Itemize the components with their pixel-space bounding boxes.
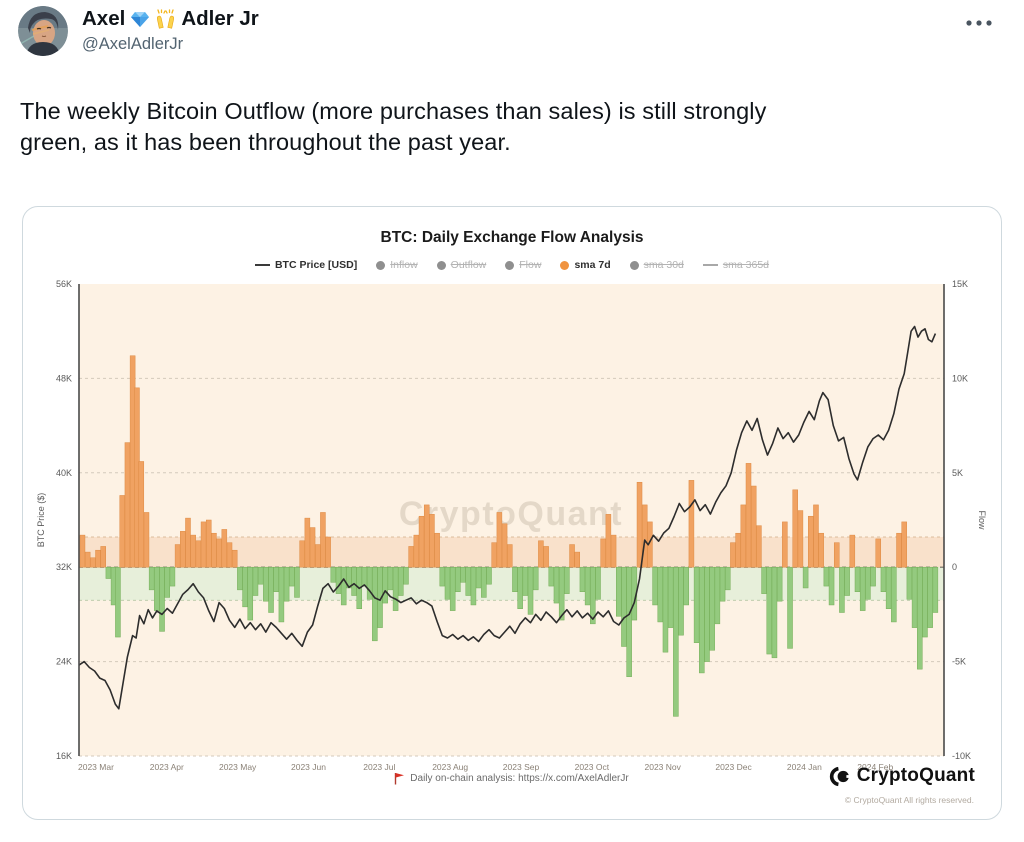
chart-legend: BTC Price [USD] Inflow Outflow Flow sma 7d sm… [23, 259, 1001, 271]
tweet-text-line-2: green, as it has been throughout the pas… [20, 129, 511, 156]
legend-item-sma-365d: sma 365d [702, 259, 770, 271]
tweet-text-line-1: The weekly Bitcoin Outflow (more purchas… [20, 98, 767, 124]
x-axis-tick: 2023 May [219, 762, 257, 772]
ellipsis-icon [966, 20, 992, 26]
legend-dot-marker [560, 260, 570, 270]
chart-title: BTC: Daily Exchange Flow Analysis [380, 229, 644, 246]
chart-media-card[interactable]: CryptoQuant 56K 48K 40K 32K 24K 16K 15K 10K 5K 0 -5… [22, 206, 1002, 820]
x-axis-tick: 2023 Sep [503, 762, 540, 772]
flag-icon [395, 773, 405, 785]
x-axis-tick: 2023 Jul [363, 762, 395, 772]
right-axis-tick: 5K [952, 468, 963, 478]
display-name-last: Adler Jr [181, 7, 259, 30]
legend-dot-marker [505, 260, 515, 270]
legend-label: Flow [519, 259, 542, 271]
right-axis-title: Flow [977, 510, 987, 530]
annotation-text: Daily on-chain analysis: https://x.com/A… [410, 773, 629, 784]
legend-item-inflow: Inflow [376, 259, 418, 271]
gem-icon [131, 12, 150, 27]
legend-dot-marker [629, 260, 639, 270]
copyright-text: © CryptoQuant All rights reserved. [844, 795, 974, 805]
right-axis-tick: 10K [952, 373, 968, 383]
legend-item-flow: Flow [505, 259, 541, 271]
legend-label: sma 7d [574, 259, 611, 271]
more-options-button[interactable] [962, 10, 996, 36]
exchange-flow-chart: CryptoQuant 56K 48K 40K 32K 24K 16K 15K 10K 5K 0 -5… [36, 279, 987, 772]
btc-price-line [78, 325, 937, 710]
x-axis-tick: 2023 Nov [645, 762, 682, 772]
cryptoquant-logo-icon [829, 766, 850, 786]
legend-label: Outflow [450, 259, 487, 271]
x-axis-tick: 2023 Apr [150, 762, 184, 772]
x-axis-tick: 2023 Jun [291, 762, 326, 772]
flow-bars-sma7d [79, 355, 939, 717]
legend-item-btc-price-usd-: BTC Price [USD] [254, 259, 358, 271]
legend-label: sma 365d [722, 259, 770, 271]
legend-item-sma-30d: sma 30d [629, 259, 684, 271]
legend-line-marker [702, 263, 718, 267]
right-axis-tick: -5K [952, 657, 966, 667]
x-axis-tick: 2024 Jan [787, 762, 822, 772]
legend-label: BTC Price [USD] [274, 259, 358, 271]
x-axis-tick: 2023 Aug [432, 762, 468, 772]
legend-item-sma-7d: sma 7d [560, 259, 611, 271]
right-axis-tick: 15K [952, 279, 968, 289]
right-axis-tick: -10K [952, 751, 971, 761]
raised-hands-icon [157, 9, 175, 29]
left-axis-tick: 32K [56, 562, 72, 572]
avatar-photo [18, 6, 68, 56]
legend-label: sma 30d [643, 259, 684, 271]
x-axis-tick: 2024 Feb [857, 762, 893, 772]
avatar[interactable] [18, 6, 68, 56]
display-name[interactable]: Axel Adler Jr [82, 7, 259, 31]
legend-dot-marker [436, 260, 446, 270]
display-name-first: Axel [82, 7, 126, 30]
left-axis-tick: 56K [56, 279, 72, 289]
legend-line-marker [254, 263, 270, 267]
chart-annotation: Daily on-chain analysis: https://x.com/A… [79, 772, 944, 785]
user-handle[interactable]: @AxelAdlerJr [82, 35, 184, 53]
legend-label: Inflow [390, 259, 418, 271]
x-axis-tick: 2023 Oct [575, 762, 610, 772]
left-axis-tick: 16K [56, 751, 72, 761]
left-axis-title: BTC Price ($) [36, 493, 46, 548]
left-axis-tick: 24K [56, 657, 72, 667]
brand-name: CryptoQuant [856, 765, 975, 786]
x-axis-tick: 2023 Dec [715, 762, 752, 772]
tweet-text: The weekly Bitcoin Outflow (more purchas… [20, 96, 995, 159]
brand-logo: CryptoQuant [829, 765, 975, 787]
x-axis-tick: 2023 Mar [78, 762, 114, 772]
watermark-text: CryptoQuant [399, 495, 623, 533]
left-axis-tick: 48K [56, 373, 72, 383]
right-axis-tick: 0 [952, 562, 957, 572]
legend-dot-marker [376, 260, 386, 270]
legend-item-outflow: Outflow [436, 259, 487, 271]
left-axis-tick: 40K [56, 468, 72, 478]
